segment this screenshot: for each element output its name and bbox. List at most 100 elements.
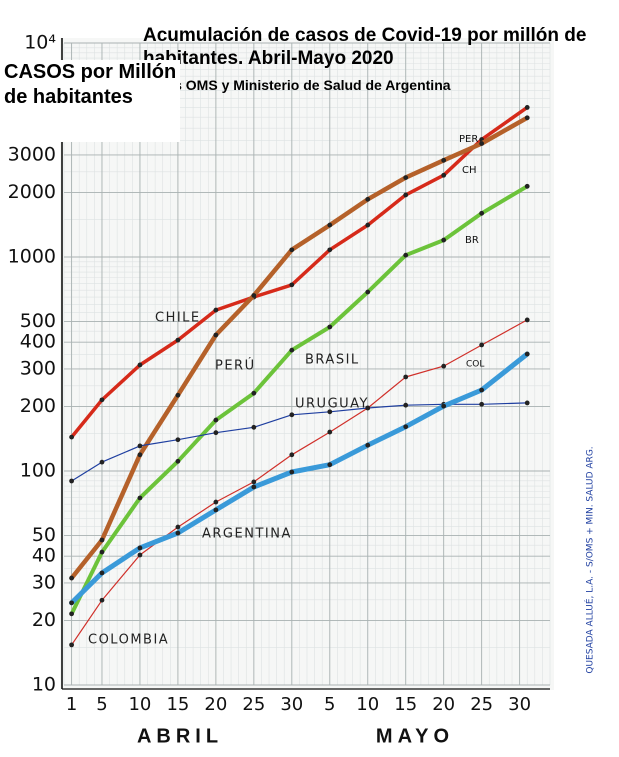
- data-point: [69, 600, 74, 606]
- x-tick-label: 15: [394, 694, 417, 715]
- data-point: [365, 196, 371, 202]
- data-point: [137, 452, 143, 458]
- data-point: [289, 282, 295, 288]
- data-point: [99, 570, 105, 576]
- chart-subtitle: Datos OMS y Ministerio de Salud de Argen…: [143, 77, 451, 93]
- data-point: [289, 469, 295, 475]
- y-tick-label: 30: [32, 571, 56, 593]
- x-tick-label: 25: [242, 694, 265, 715]
- y-tick-label: 40: [32, 545, 56, 567]
- x-tick-label: 10: [356, 694, 379, 715]
- data-point: [365, 289, 371, 295]
- annotation: PER: [459, 134, 478, 145]
- data-point: [213, 507, 219, 513]
- data-point: [441, 403, 447, 409]
- data-point: [403, 175, 409, 180]
- data-point: [137, 443, 143, 449]
- data-point: [69, 611, 74, 617]
- data-point: [137, 362, 143, 368]
- y-tick-label: 200: [20, 395, 56, 417]
- data-point: [479, 387, 485, 393]
- data-point: [524, 105, 530, 110]
- data-point: [175, 392, 181, 398]
- data-point: [441, 363, 447, 369]
- data-point: [213, 499, 219, 505]
- data-point: [479, 210, 485, 216]
- legend-label: CHILE: [155, 311, 201, 326]
- legend-label: COLOMBIA: [88, 633, 169, 648]
- data-point: [99, 397, 105, 403]
- data-point: [327, 324, 333, 330]
- data-point: [479, 141, 485, 146]
- data-point: [524, 183, 530, 189]
- chart-title: Acumulación de casos de Covid-19 por mil…: [143, 25, 587, 69]
- legend-label: ARGENTINA: [202, 527, 292, 542]
- data-point: [327, 409, 333, 415]
- data-point: [137, 552, 143, 558]
- data-point: [175, 437, 181, 443]
- data-point: [175, 524, 181, 530]
- x-tick-label: 30: [280, 694, 303, 715]
- data-point: [69, 642, 74, 648]
- data-point: [365, 442, 371, 448]
- y-tick-label: 2000: [8, 181, 56, 203]
- x-tick-label: 10: [128, 694, 151, 715]
- data-point: [289, 347, 295, 353]
- x-tick-label: 15: [166, 694, 189, 715]
- data-point: [289, 412, 295, 418]
- data-point: [479, 401, 485, 407]
- data-point: [137, 545, 143, 551]
- annotation: ABRIL: [137, 725, 223, 747]
- data-point: [251, 424, 257, 430]
- data-point: [175, 337, 181, 343]
- data-point: [175, 530, 181, 536]
- x-tick-label: 5: [96, 694, 107, 715]
- data-point: [137, 495, 143, 501]
- data-point: [99, 597, 105, 603]
- y-tick-label: 10: [32, 674, 56, 696]
- data-point: [99, 459, 105, 465]
- data-point: [251, 479, 257, 485]
- annotation: QUESADA ALLUÉ, L.A. - S/OMS + MIN. SALUD…: [584, 446, 596, 673]
- annotation: BR: [465, 235, 479, 246]
- data-point: [213, 417, 219, 423]
- data-point: [69, 434, 74, 440]
- y-tick-label: 10⁴: [24, 32, 56, 54]
- data-point: [327, 462, 333, 468]
- y-tick-label: 20: [32, 609, 56, 631]
- legend-label: BRASIL: [305, 353, 360, 368]
- data-point: [99, 537, 105, 543]
- y-tick-label: 50: [32, 524, 56, 546]
- annotation: CH: [462, 165, 477, 176]
- x-tick-label: 25: [470, 694, 493, 715]
- x-tick-label: 5: [324, 694, 335, 715]
- data-point: [524, 115, 530, 121]
- data-point: [524, 317, 530, 323]
- data-point: [441, 237, 447, 243]
- data-point: [175, 458, 181, 464]
- data-point: [403, 402, 409, 408]
- data-point: [524, 351, 530, 357]
- x-tick-label: 20: [204, 694, 227, 715]
- data-point: [251, 293, 257, 298]
- data-point: [213, 332, 219, 338]
- data-point: [524, 400, 530, 406]
- data-point: [403, 192, 409, 198]
- legend-label: PERÚ: [215, 358, 256, 374]
- x-tick-label: 1: [66, 694, 77, 715]
- data-point: [69, 575, 74, 581]
- y-tick-label: 500: [20, 310, 56, 332]
- y-tick-label: 300: [20, 357, 56, 379]
- data-point: [289, 247, 295, 253]
- data-point: [289, 452, 295, 458]
- data-point: [99, 549, 105, 555]
- x-tick-label: 30: [508, 694, 531, 715]
- x-tick-label: 20: [432, 694, 455, 715]
- annotation: COL: [466, 360, 484, 370]
- data-point: [479, 342, 485, 348]
- y-tick-label: 100: [20, 460, 56, 482]
- data-point: [365, 405, 371, 411]
- data-point: [327, 247, 333, 253]
